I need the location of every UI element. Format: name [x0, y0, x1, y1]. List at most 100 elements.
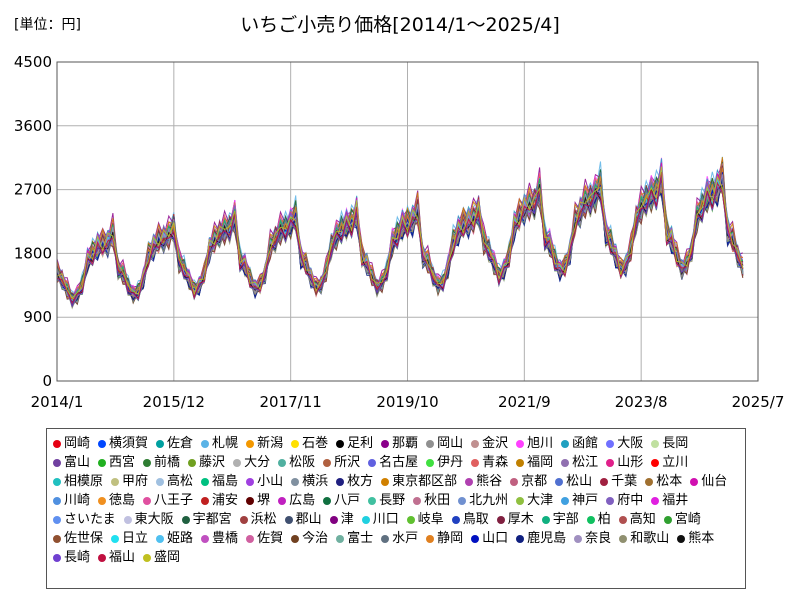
- legend-label: 和歌山: [630, 531, 670, 546]
- legend-marker-icon: [451, 515, 460, 524]
- legend-marker-icon: [651, 458, 660, 467]
- legend-item: 八戸: [323, 491, 360, 510]
- legend-marker-icon: [156, 534, 165, 543]
- legend-item: 津: [329, 510, 354, 529]
- legend-label: 京都: [521, 474, 548, 489]
- y-tick-label: 2700: [14, 181, 52, 199]
- legend-item: 松江: [561, 453, 598, 472]
- legend-marker-icon: [336, 477, 345, 486]
- legend-item: 北九州: [458, 491, 508, 510]
- legend-item: 今治: [291, 529, 328, 548]
- legend-marker-icon: [246, 439, 255, 448]
- legend-item: 日立: [111, 529, 148, 548]
- legend-item: 堺: [246, 491, 270, 510]
- legend-item: 川崎: [53, 491, 90, 510]
- legend-label: 青森: [482, 455, 509, 470]
- legend-label: 高松: [167, 474, 194, 489]
- x-tick-label: 2023/8: [615, 393, 668, 411]
- legend-marker-icon: [413, 496, 422, 505]
- legend-item: 函館: [561, 434, 598, 453]
- legend-marker-icon: [123, 515, 132, 524]
- legend-item: 藤沢: [188, 453, 225, 472]
- legend-item: 金沢: [471, 434, 508, 453]
- legend-item: 八王子: [143, 491, 193, 510]
- y-tick-label: 4500: [14, 53, 52, 71]
- legend-marker-icon: [561, 458, 570, 467]
- legend-label: 足利: [347, 436, 374, 451]
- legend: 岡崎 横須賀 佐倉 札幌 新潟 石巻 足利 那覇 岡山 金沢 旭川 函館 大阪 長岡 富山 西宮 前橋 藤沢 大分松…: [46, 428, 746, 589]
- legend-marker-icon: [471, 458, 480, 467]
- legend-item: 伊丹: [426, 453, 463, 472]
- legend-marker-icon: [600, 477, 609, 486]
- legend-item: 大津: [516, 491, 553, 510]
- legend-label: 宇都宮: [192, 512, 232, 527]
- legend-label: 八戸: [334, 493, 361, 508]
- y-tick-label: 900: [23, 308, 52, 326]
- legend-label: 川口: [372, 512, 399, 527]
- legend-item: 相模原: [53, 472, 103, 491]
- legend-marker-icon: [323, 458, 332, 467]
- x-tick-label: 2015/12: [143, 393, 205, 411]
- legend-label: 佐賀: [257, 531, 284, 546]
- x-tick-label: 2021/9: [498, 393, 551, 411]
- legend-marker-icon: [246, 496, 255, 505]
- y-tick-label: 1800: [14, 244, 52, 262]
- legend-marker-icon: [465, 477, 474, 486]
- legend-item: 山形: [606, 453, 643, 472]
- legend-label: 神戸: [572, 493, 599, 508]
- legend-marker-icon: [516, 458, 525, 467]
- legend-marker-icon: [53, 515, 61, 524]
- legend-label: 松江: [572, 455, 599, 470]
- legend-item: 鳥取: [451, 510, 489, 529]
- legend-marker-icon: [368, 496, 377, 505]
- legend-label: 甲府: [122, 474, 149, 489]
- x-axis-ticks: 2014/1 2015/12 2017/11 2019/10 2021/9 2023/8 2…: [31, 393, 785, 411]
- legend-item: 仙台: [690, 472, 727, 491]
- legend-marker-icon: [284, 515, 293, 524]
- legend-item: 名古屋: [368, 453, 418, 472]
- legend-label: 仙台: [701, 474, 728, 489]
- legend-marker-icon: [201, 496, 210, 505]
- legend-label: 富山: [64, 455, 91, 470]
- legend-marker-icon: [606, 496, 615, 505]
- legend-marker-icon: [561, 496, 570, 505]
- legend-item: さいたま: [53, 510, 116, 529]
- legend-label: 厚木: [507, 512, 534, 527]
- legend-marker-icon: [278, 496, 287, 505]
- legend-item: 川口: [361, 510, 399, 529]
- legend-item: 松阪: [278, 453, 315, 472]
- legend-marker-icon: [291, 439, 300, 448]
- legend-label: 佐倉: [167, 436, 194, 451]
- legend-marker-icon: [246, 477, 255, 486]
- legend-item: 浜松: [239, 510, 277, 529]
- legend-item: 神戸: [561, 491, 598, 510]
- legend-item: 千葉: [600, 472, 637, 491]
- legend-marker-icon: [677, 534, 686, 543]
- legend-item: 郡山: [284, 510, 322, 529]
- legend-marker-icon: [690, 477, 699, 486]
- legend-label: 枚方: [347, 474, 374, 489]
- legend-item: 長岡: [651, 434, 688, 453]
- legend-label: 東大阪: [134, 512, 174, 527]
- legend-marker-icon: [516, 496, 525, 505]
- legend-marker-icon: [329, 515, 338, 524]
- legend-label: 豊橋: [212, 531, 239, 546]
- legend-label: 広島: [289, 493, 316, 508]
- legend-marker-icon: [143, 496, 152, 505]
- legend-label: 郡山: [295, 512, 322, 527]
- legend-marker-icon: [53, 439, 61, 448]
- legend-item: 岡崎: [53, 434, 90, 453]
- legend-item: 厚木: [496, 510, 534, 529]
- legend-item: 福山: [98, 548, 135, 567]
- legend-label: 相模原: [64, 474, 104, 489]
- legend-label: 名古屋: [379, 455, 419, 470]
- legend-item: 横浜: [291, 472, 328, 491]
- legend-marker-icon: [98, 553, 107, 562]
- legend-item: 宇都宮: [181, 510, 232, 529]
- legend-marker-icon: [606, 439, 615, 448]
- legend-marker-icon: [201, 477, 210, 486]
- y-tick-label: 3600: [14, 117, 52, 135]
- legend-item: 大分: [233, 453, 270, 472]
- legend-marker-icon: [471, 534, 480, 543]
- legend-label: 岡崎: [64, 436, 91, 451]
